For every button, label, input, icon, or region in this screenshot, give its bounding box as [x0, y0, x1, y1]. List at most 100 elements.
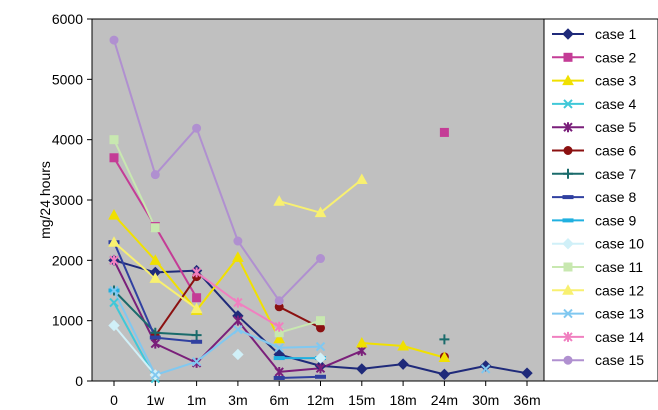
legend-label-case-3: case 3 — [595, 73, 636, 89]
y-tick-label: 5000 — [52, 71, 83, 87]
legend-marker-case-15 — [563, 355, 573, 365]
case-5-point — [357, 345, 367, 356]
case-13-point — [233, 325, 243, 335]
case-5-point — [315, 363, 326, 374]
case-7-point — [191, 330, 202, 341]
legend-label-case-7: case 7 — [595, 166, 636, 182]
legend-marker-case-10 — [562, 237, 574, 250]
case-1-point — [479, 360, 492, 372]
case-13-line — [113, 290, 321, 376]
case-15-point — [233, 236, 243, 246]
case-13-point — [315, 341, 326, 352]
case-12-point — [108, 236, 120, 247]
x-tick-label: 1w — [146, 392, 165, 408]
legend-marker-case-8 — [562, 195, 574, 200]
legend-marker-case-5 — [563, 122, 573, 133]
case-15-point — [109, 35, 119, 45]
legend-marker-case-3 — [562, 74, 574, 86]
case-13-point — [109, 285, 119, 296]
case-5-point — [233, 315, 243, 326]
legend-label-case-10: case 10 — [595, 236, 644, 252]
legend-label-case-13: case 13 — [595, 306, 644, 322]
case-8-point — [315, 374, 326, 379]
case-8-line — [279, 375, 321, 379]
legend-marker-case-6 — [563, 146, 573, 155]
case-15-point — [150, 170, 160, 180]
y-tick-label: 0 — [75, 373, 83, 389]
y-tick-label: 1000 — [52, 313, 83, 329]
series-markers — [108, 35, 533, 384]
x-tick-label: 30m — [472, 392, 499, 408]
case-2-point — [439, 127, 449, 137]
case-5-point — [150, 338, 161, 349]
case-13-point — [191, 356, 202, 367]
y-tick-label: 4000 — [52, 132, 83, 148]
case-8-point — [273, 375, 285, 380]
legend-marker-case-13 — [563, 308, 573, 319]
case-3-point — [232, 251, 244, 262]
legend-label-case-4: case 4 — [595, 96, 636, 112]
case-1-point — [356, 363, 368, 375]
case-12-point — [190, 302, 203, 314]
case-14-point — [274, 321, 284, 332]
legend-marker-case-9 — [562, 218, 574, 223]
case-15-point — [316, 254, 325, 264]
case-2-point — [192, 293, 202, 303]
legend-marker-case-7 — [563, 168, 573, 179]
legend-marker-case-4 — [563, 99, 573, 109]
x-tick-label: 18m — [389, 392, 416, 408]
y-tick-label: 2000 — [52, 252, 83, 268]
case-3-point — [149, 254, 162, 265]
case-14-point — [109, 255, 119, 266]
legend-label-case-12: case 12 — [595, 282, 644, 298]
legend-label-case-6: case 6 — [595, 143, 636, 159]
y-axis: 0 1000 2000 3000 4000 5000 6000 — [52, 11, 92, 389]
case-13-point — [150, 370, 161, 380]
y-tick-label: 6000 — [52, 11, 83, 27]
case-3-point — [355, 336, 368, 348]
x-tick-label: 12m — [307, 392, 334, 408]
legend-marker-case-11 — [563, 262, 573, 272]
x-axis: 0 1w 1m 3m 6m 12m 15m 18m 24m 30m 36m — [110, 381, 541, 408]
legend-marker-case-12 — [562, 284, 574, 295]
case-1-point — [438, 368, 451, 381]
case-12-point — [355, 173, 368, 184]
case-14-point — [233, 297, 243, 308]
case-10-point — [314, 352, 327, 364]
legend-box — [543, 18, 658, 382]
legend-label-case-11: case 11 — [595, 259, 643, 275]
case-3-point — [108, 209, 120, 220]
legend-marker-case-2 — [563, 52, 573, 62]
legend-marker-case-1 — [562, 28, 574, 40]
legend-label-case-9: case 9 — [595, 212, 636, 228]
x-tick-label: 1m — [187, 392, 206, 408]
case-6-line — [278, 305, 321, 329]
legend-label-case-8: case 8 — [595, 189, 636, 205]
case-14-point — [191, 267, 202, 278]
case-12-point — [149, 272, 162, 283]
case-15-point — [274, 296, 284, 306]
y-tick-label: 3000 — [52, 192, 83, 208]
legend-marker-case-14 — [563, 331, 573, 342]
legend-label-case-2: case 2 — [595, 49, 636, 65]
case-2-point — [109, 153, 119, 163]
case-10-point — [232, 348, 244, 361]
case-5-point — [274, 366, 284, 377]
x-tick-label: 0 — [110, 392, 118, 408]
case-8-point — [149, 335, 161, 340]
case-12-point — [314, 206, 327, 218]
case-3-point — [438, 351, 451, 362]
case-6-line — [154, 276, 198, 337]
x-tick-label: 24m — [431, 392, 458, 408]
x-tick-label: 6m — [269, 392, 288, 408]
case-1-point — [521, 367, 533, 379]
case-11-line — [278, 319, 321, 334]
case-15-line — [113, 39, 322, 302]
case-11-line — [113, 139, 157, 229]
case-13-point — [274, 343, 284, 353]
case-11-point — [316, 316, 325, 326]
case-3-point — [273, 332, 286, 344]
case-13-point — [480, 364, 491, 374]
case-11-point — [109, 135, 119, 145]
legend-label-case-1: case 1 — [595, 26, 636, 42]
